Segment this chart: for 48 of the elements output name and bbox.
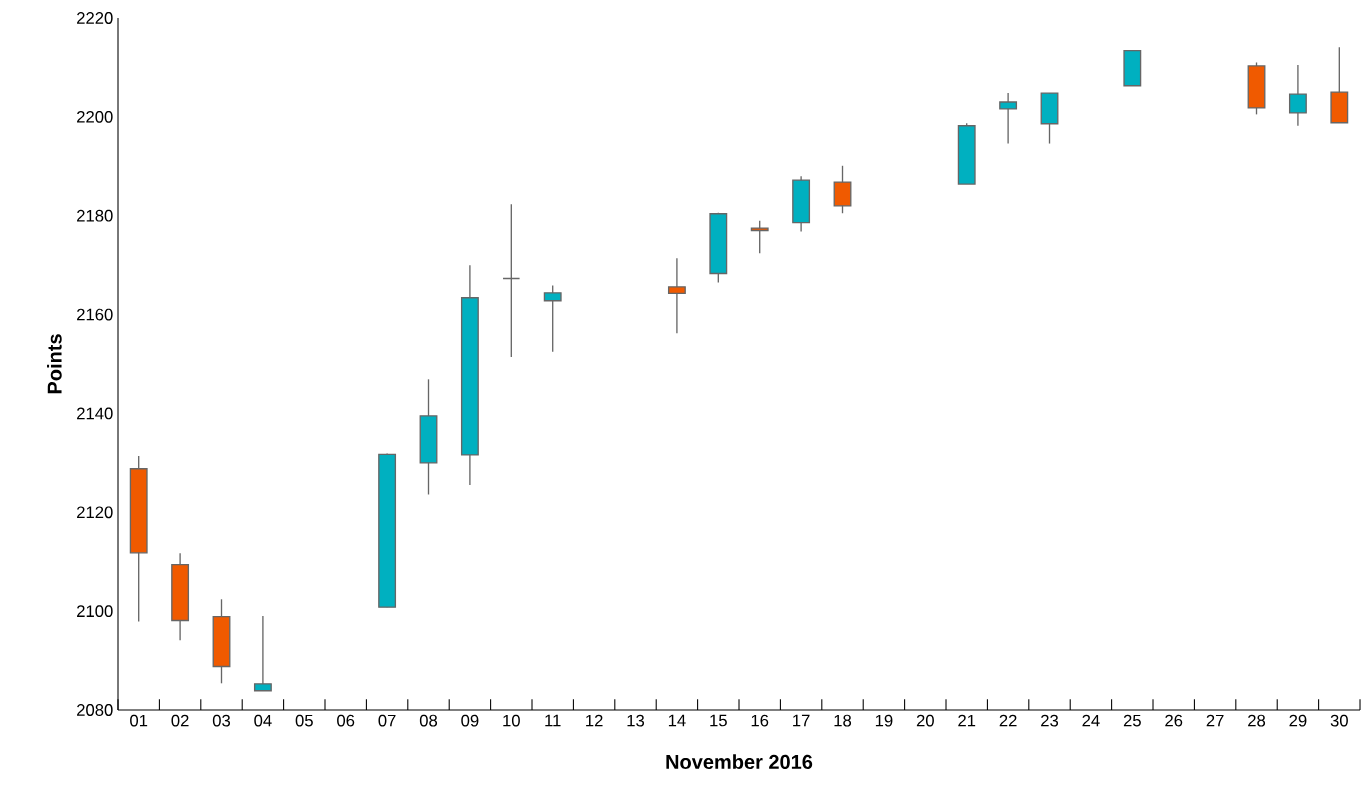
y-tick-label: 2140 — [77, 407, 113, 420]
x-tick-label: 21 — [958, 714, 976, 727]
x-tick-label: 18 — [834, 714, 852, 727]
x-tick-label: 19 — [875, 714, 893, 727]
x-tick-label: 13 — [627, 714, 645, 727]
candlestick — [502, 203, 521, 358]
x-tick-label: 10 — [503, 714, 520, 727]
x-tick-label: 24 — [1082, 714, 1100, 727]
candlestick — [833, 165, 852, 214]
x-tick-label: 26 — [1165, 714, 1183, 727]
x-tick-label: 23 — [1041, 714, 1059, 727]
candlestick — [253, 615, 272, 692]
candlestick — [543, 284, 562, 353]
y-tick-label: 2200 — [77, 110, 113, 123]
x-tick-label: 02 — [171, 714, 189, 727]
x-tick-label: 29 — [1289, 714, 1307, 727]
x-tick-label: 05 — [295, 714, 313, 727]
x-tick-label: 09 — [461, 714, 479, 727]
x-tick-label: 11 — [545, 714, 561, 727]
y-axis-title: Points — [47, 334, 62, 394]
x-tick-label: 20 — [916, 714, 934, 727]
x-tick-label: 01 — [130, 714, 148, 727]
x-tick-label: 08 — [419, 714, 438, 727]
candlestick — [999, 92, 1018, 145]
x-tick-label: 15 — [710, 714, 727, 727]
x-tick-label: 22 — [999, 714, 1017, 727]
x-tick-label: 17 — [793, 714, 810, 727]
x-tick-label: 30 — [1330, 714, 1348, 727]
y-tick-label: 2120 — [77, 506, 113, 519]
y-tick-label: 2160 — [77, 308, 113, 321]
candlestick — [750, 219, 769, 254]
y-tick-label: 2100 — [77, 605, 113, 618]
x-tick-label: 12 — [586, 714, 603, 727]
x-tick-label: 16 — [751, 714, 769, 727]
y-tick-label: 2220 — [77, 12, 113, 24]
x-tick-label: 07 — [378, 714, 396, 727]
x-tick-label: 04 — [254, 714, 272, 727]
x-tick-label: 25 — [1123, 714, 1141, 727]
x-tick-label: 27 — [1206, 714, 1224, 727]
x-tick-label: 06 — [337, 714, 355, 727]
x-tick-label: 03 — [212, 714, 231, 727]
y-tick-label: 2080 — [77, 704, 113, 716]
x-tick-label: 28 — [1248, 714, 1266, 727]
y-tick-label: 2180 — [77, 209, 113, 222]
candlestick — [667, 257, 686, 335]
candlestick — [1288, 64, 1307, 127]
x-axis-title: November 2016 — [666, 754, 813, 770]
x-tick-label: 14 — [668, 714, 686, 727]
